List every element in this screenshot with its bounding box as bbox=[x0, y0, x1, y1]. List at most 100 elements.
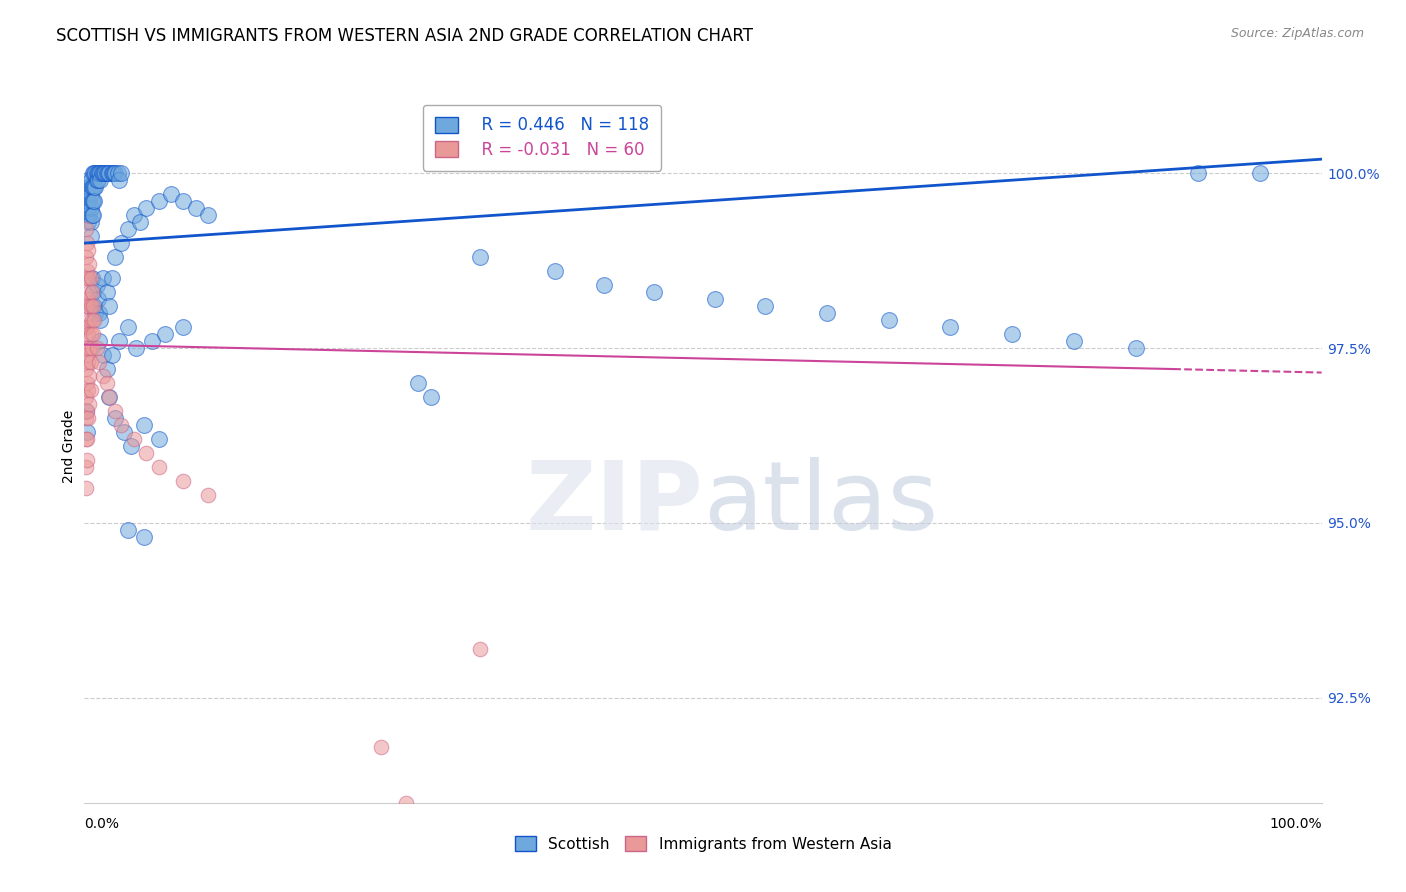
Point bbox=[197, 488, 219, 502]
Text: ZIP: ZIP bbox=[524, 457, 703, 549]
Point bbox=[76, 292, 98, 306]
Point bbox=[79, 369, 101, 384]
Point bbox=[75, 299, 97, 313]
Point bbox=[98, 390, 121, 404]
Point bbox=[76, 376, 98, 390]
Point bbox=[91, 369, 114, 384]
Point bbox=[91, 348, 114, 362]
Point bbox=[101, 166, 124, 180]
Point bbox=[75, 271, 97, 285]
Point bbox=[82, 299, 104, 313]
Point bbox=[815, 306, 838, 320]
Point bbox=[704, 292, 727, 306]
Point bbox=[79, 299, 101, 313]
Point bbox=[76, 404, 98, 418]
Point bbox=[122, 432, 145, 446]
Point bbox=[470, 250, 492, 264]
Point bbox=[77, 187, 100, 202]
Point bbox=[135, 201, 157, 215]
Point bbox=[77, 411, 100, 425]
Point bbox=[408, 376, 430, 390]
Legend: Scottish, Immigrants from Western Asia: Scottish, Immigrants from Western Asia bbox=[508, 829, 898, 859]
Point bbox=[80, 208, 103, 222]
Point bbox=[83, 313, 105, 327]
Point bbox=[103, 166, 125, 180]
Point bbox=[98, 166, 121, 180]
Point bbox=[93, 166, 115, 180]
Point bbox=[82, 194, 104, 208]
Point bbox=[754, 299, 776, 313]
Text: Source: ZipAtlas.com: Source: ZipAtlas.com bbox=[1230, 27, 1364, 40]
Point bbox=[104, 250, 127, 264]
Point bbox=[395, 796, 418, 810]
Point bbox=[79, 215, 101, 229]
Point bbox=[75, 460, 97, 475]
Point bbox=[75, 201, 97, 215]
Point bbox=[148, 432, 170, 446]
Point bbox=[75, 320, 97, 334]
Point bbox=[120, 439, 142, 453]
Point bbox=[87, 173, 110, 187]
Point bbox=[75, 432, 97, 446]
Point bbox=[75, 404, 97, 418]
Point bbox=[96, 362, 118, 376]
Point bbox=[79, 285, 101, 299]
Point bbox=[141, 334, 163, 348]
Point bbox=[79, 208, 101, 222]
Point bbox=[89, 355, 111, 369]
Point bbox=[82, 285, 104, 299]
Point bbox=[79, 355, 101, 369]
Point bbox=[91, 271, 114, 285]
Point bbox=[75, 411, 97, 425]
Point bbox=[76, 236, 98, 251]
Point bbox=[84, 306, 107, 320]
Point bbox=[80, 341, 103, 355]
Point bbox=[160, 187, 183, 202]
Point bbox=[100, 271, 122, 285]
Point bbox=[1125, 341, 1147, 355]
Point bbox=[370, 739, 392, 754]
Point bbox=[100, 348, 122, 362]
Point bbox=[82, 166, 104, 180]
Point bbox=[112, 425, 135, 439]
Point bbox=[79, 180, 101, 194]
Point bbox=[104, 166, 127, 180]
Point bbox=[77, 201, 100, 215]
Point bbox=[90, 166, 112, 180]
Point bbox=[79, 201, 101, 215]
Point bbox=[125, 341, 148, 355]
Point bbox=[135, 446, 157, 460]
Point bbox=[77, 215, 100, 229]
Point bbox=[76, 208, 98, 222]
Point bbox=[172, 474, 194, 488]
Point bbox=[79, 313, 101, 327]
Point bbox=[419, 390, 441, 404]
Point bbox=[82, 327, 104, 342]
Point bbox=[79, 327, 101, 342]
Point bbox=[100, 166, 122, 180]
Point bbox=[79, 173, 101, 187]
Point bbox=[98, 390, 121, 404]
Point bbox=[75, 481, 97, 495]
Point bbox=[79, 341, 101, 355]
Point bbox=[89, 334, 111, 348]
Point bbox=[86, 173, 108, 187]
Point bbox=[77, 355, 100, 369]
Point bbox=[96, 166, 118, 180]
Point bbox=[132, 417, 155, 432]
Point bbox=[117, 523, 139, 537]
Point bbox=[79, 383, 101, 397]
Point bbox=[1001, 327, 1024, 342]
Point bbox=[107, 166, 129, 180]
Point bbox=[877, 313, 900, 327]
Point bbox=[80, 194, 103, 208]
Point bbox=[80, 313, 103, 327]
Point bbox=[108, 334, 131, 348]
Point bbox=[110, 166, 132, 180]
Point bbox=[84, 180, 107, 194]
Point bbox=[75, 250, 97, 264]
Point bbox=[77, 243, 100, 257]
Point bbox=[470, 641, 492, 656]
Point bbox=[117, 222, 139, 236]
Point bbox=[80, 180, 103, 194]
